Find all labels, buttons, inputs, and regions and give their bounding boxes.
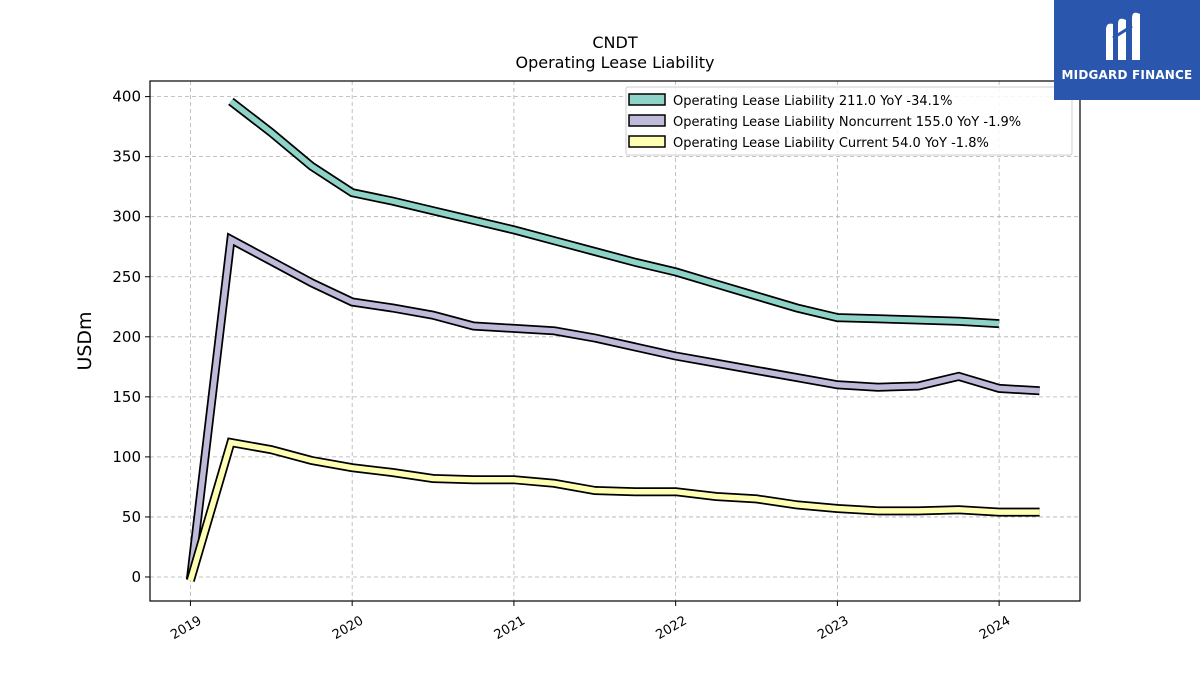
legend: Operating Lease Liability 211.0 YoY -34.… <box>625 86 1073 156</box>
legend-swatch <box>628 93 666 106</box>
legend-frame <box>625 86 1073 156</box>
series-line <box>187 235 1040 580</box>
y-tick-label: 0 <box>131 568 141 586</box>
brand-logo-text: MIDGARD FINANCE <box>1061 68 1193 82</box>
legend-swatch <box>628 135 666 148</box>
series-line <box>229 99 1000 327</box>
y-tick-label: 50 <box>122 508 141 526</box>
legend-entry: Operating Lease Liability Noncurrent 155… <box>673 115 1021 130</box>
plot-frame <box>149 80 1081 602</box>
chart-title: CNDT <box>592 33 637 52</box>
legend-entry: Operating Lease Liability 211.0 YoY -34.… <box>673 94 952 109</box>
legend-swatch <box>628 114 666 127</box>
y-tick-label: 250 <box>112 268 141 286</box>
brand-logo: MIDGARD FINANCE <box>1054 0 1200 100</box>
y-tick-label: 100 <box>112 448 141 466</box>
y-tick-label: 350 <box>112 148 141 166</box>
chart-subtitle: Operating Lease Liability <box>515 53 714 72</box>
x-axis: 2019 2020 2021 2022 2023 2024 <box>168 601 1013 643</box>
x-tick-label: 2023 <box>815 613 851 643</box>
y-tick-label: 150 <box>112 388 141 406</box>
y-tick-label: 200 <box>112 328 141 346</box>
grid <box>150 81 1080 601</box>
y-axis-label: USDm <box>74 311 96 370</box>
y-axis: 0 50 100 150 200 250 300 350 400 <box>112 88 150 586</box>
legend-entry: Operating Lease Liability Current 54.0 Y… <box>673 136 989 151</box>
y-tick-label: 400 <box>112 88 141 106</box>
x-tick-label: 2024 <box>977 613 1013 643</box>
series-2 <box>185 232 1040 580</box>
x-tick-label: 2020 <box>330 613 366 643</box>
series-layer <box>185 97 1040 582</box>
series-line <box>187 439 1040 582</box>
x-tick-label: 2019 <box>168 613 204 643</box>
series-3 <box>186 437 1040 582</box>
series-line-outline <box>185 232 1040 580</box>
series-1 <box>228 97 1000 329</box>
x-tick-label: 2022 <box>653 613 689 643</box>
x-tick-label: 2021 <box>492 613 528 643</box>
y-tick-label: 300 <box>112 208 141 226</box>
midgard-m-icon <box>1106 12 1140 61</box>
